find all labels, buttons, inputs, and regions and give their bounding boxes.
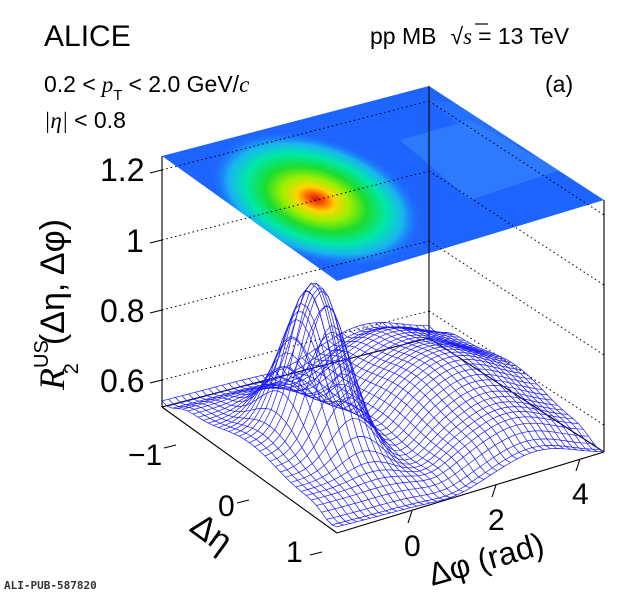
mesh-line [321, 430, 589, 513]
mesh-line [208, 338, 384, 516]
z-tick-label: 1.2 [100, 152, 144, 188]
mesh-line [375, 322, 551, 449]
mesh-line [402, 323, 578, 451]
mesh-line [382, 322, 558, 449]
experiment-label: ALICE [44, 20, 131, 53]
mesh-line [341, 332, 518, 460]
mesh-line [328, 340, 505, 467]
mesh-line [255, 359, 431, 504]
z-tick-label: 0.8 [100, 293, 144, 329]
projection-plane [162, 86, 604, 281]
mesh-line [235, 288, 411, 509]
mesh-line [188, 393, 364, 521]
tick-marks [149, 169, 581, 556]
mesh-line [362, 324, 538, 452]
mesh-line [175, 397, 351, 524]
mesh-line [215, 311, 391, 514]
z-tick-label: 1 [126, 223, 144, 259]
mesh-line [368, 323, 545, 450]
mesh-line [261, 375, 438, 502]
x-tick-label: 4 [572, 478, 589, 511]
mesh-line [275, 371, 451, 498]
mesh-line [161, 400, 338, 528]
mesh-line [331, 445, 599, 526]
z-tick-label: 0.6 [100, 363, 144, 399]
mesh-line [268, 373, 444, 501]
mesh-line [355, 326, 531, 454]
mesh-line [428, 325, 605, 453]
mesh-line [195, 390, 371, 519]
mesh-line [335, 336, 511, 463]
y-tick-label: −1 [128, 439, 162, 472]
z-axis-title: RUS2(Δη, Δφ) [31, 219, 83, 391]
mesh-line [316, 422, 584, 506]
mesh-line [321, 344, 498, 472]
mesh-line [248, 331, 424, 505]
y-tick-label: 1 [286, 536, 303, 569]
mesh-line [197, 332, 466, 418]
mesh-line [295, 361, 471, 489]
mesh-line [415, 324, 591, 452]
x-tick-label: 2 [488, 504, 505, 537]
mesh-line [288, 365, 464, 492]
pt-cut-label: 0.2 < pT < 2.0 GeV/c [44, 71, 249, 104]
mesh-line [201, 366, 378, 517]
x-tick-label: 0 [404, 530, 421, 563]
mesh-line [281, 368, 458, 496]
mesh-line [221, 291, 398, 512]
mesh-line [181, 395, 358, 523]
panel-label: (a) [545, 71, 573, 97]
mesh-line [228, 282, 404, 510]
x-axis-title: Δφ (rad) [424, 525, 548, 592]
mesh-line [408, 324, 585, 452]
system-label: pp MB √s = 13 TeV [370, 23, 570, 49]
y-tick-label: 0 [218, 490, 235, 523]
svg-text:RUS2(Δη, Δφ): RUS2(Δη, Δφ) [31, 219, 83, 391]
mesh-line [315, 348, 491, 476]
mesh-line [422, 325, 598, 452]
mesh-line [348, 329, 525, 456]
mesh-line [301, 357, 478, 485]
surface-mesh [161, 282, 605, 528]
mesh-line [308, 353, 485, 480]
mesh-line [161, 322, 430, 402]
box-frame [161, 86, 605, 534]
mesh-line [241, 306, 418, 507]
mesh-line [168, 398, 344, 526]
eta-cut-label: |η| < 0.8 [44, 107, 126, 133]
publication-id: ALI-PUB-587820 [4, 579, 97, 592]
